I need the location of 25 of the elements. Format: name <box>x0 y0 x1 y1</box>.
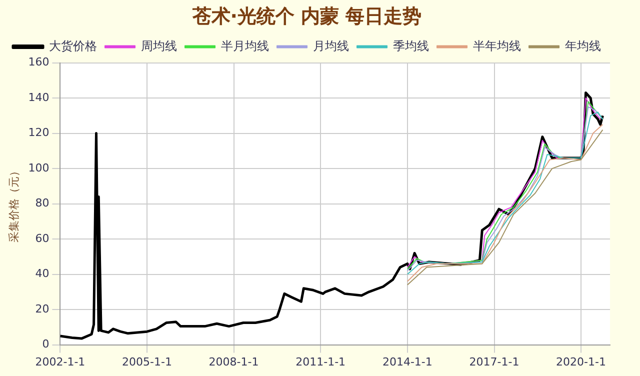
legend-label: 大货价格 <box>49 38 97 53</box>
y-axis-title: 采集价格（元） <box>7 165 20 242</box>
x-tick-label: 2014-1-1 <box>382 355 432 368</box>
y-tick-label: 120 <box>28 126 50 140</box>
legend-label: 半月均线 <box>221 38 269 53</box>
y-tick-label: 20 <box>35 302 50 316</box>
legend-label: 半年均线 <box>473 38 521 53</box>
legend-label: 周均线 <box>141 38 177 53</box>
legend-label: 月均线 <box>313 38 349 53</box>
y-tick-label: 140 <box>28 90 50 104</box>
y-tick-label: 160 <box>28 56 50 69</box>
legend-label: 季均线 <box>393 38 429 53</box>
x-tick-label: 2002-1-1 <box>35 355 86 368</box>
x-tick-label: 2008-1-1 <box>208 355 259 368</box>
y-tick-label: 60 <box>35 232 50 245</box>
x-tick-label: 2020-1-1 <box>556 355 606 368</box>
y-tick-label: 40 <box>35 267 50 280</box>
x-tick-label: 2011-1-1 <box>296 355 346 368</box>
x-tick-label: 2017-1-1 <box>469 355 520 368</box>
chart-title: 苍术·光统个 内蒙 每日走势 <box>191 5 422 28</box>
y-tick-label: 0 <box>42 338 50 351</box>
y-tick-label: 100 <box>28 161 50 174</box>
y-tick-label: 80 <box>35 196 50 210</box>
legend-label: 年均线 <box>565 38 601 53</box>
x-tick-label: 2005-1-1 <box>122 355 172 368</box>
